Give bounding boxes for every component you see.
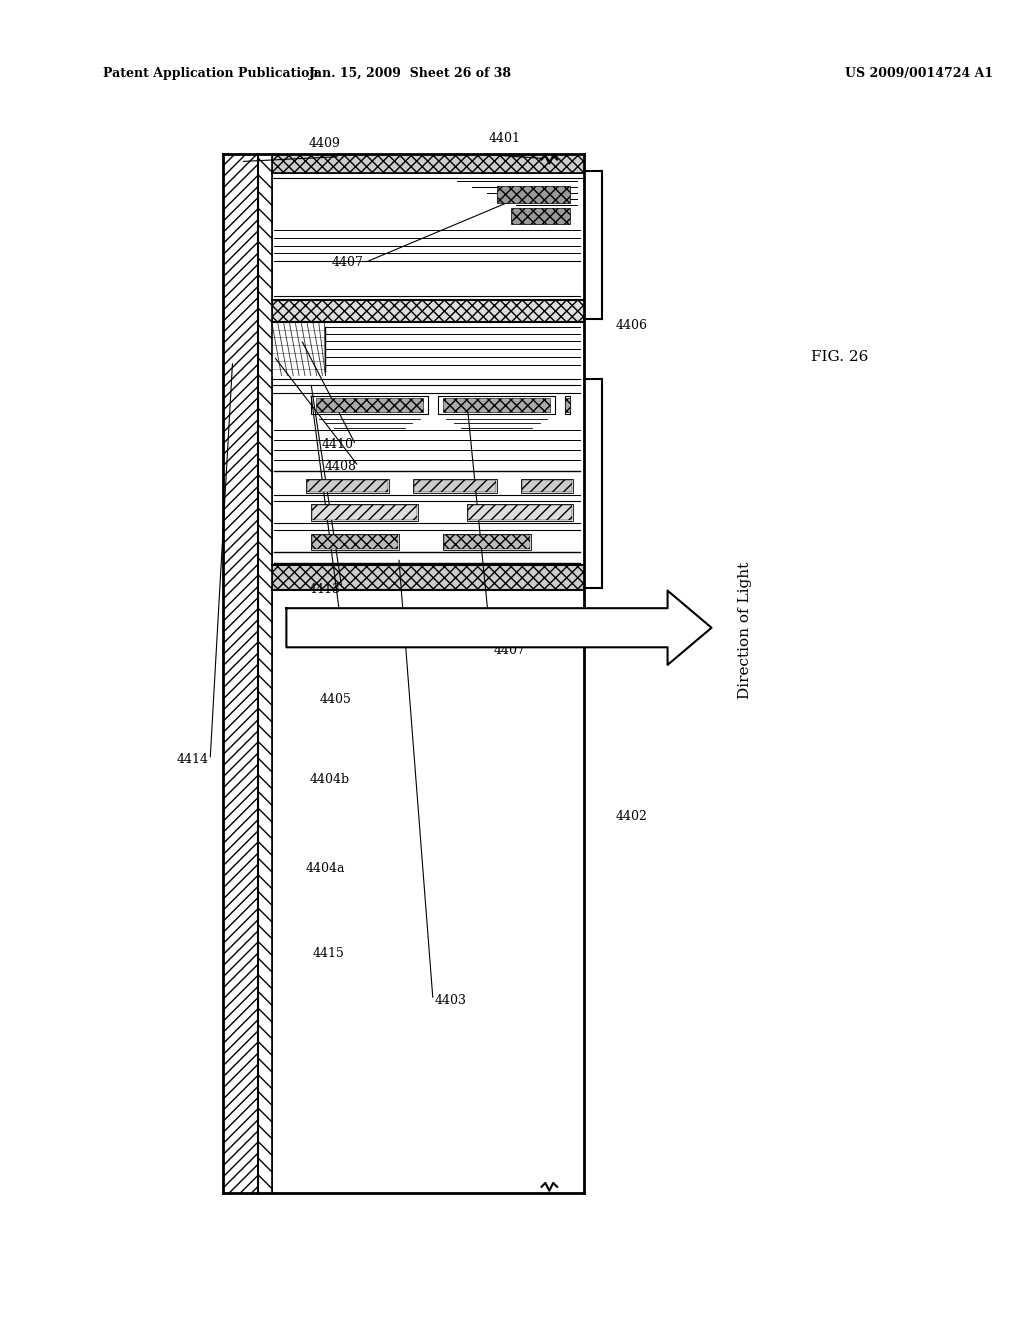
Bar (497, 186, 569, 202)
Bar (311, 535, 397, 549)
Polygon shape (287, 590, 712, 665)
Text: 4402: 4402 (615, 810, 647, 822)
Bar (467, 504, 572, 521)
Bar (307, 480, 388, 492)
Text: 4413: 4413 (308, 583, 340, 597)
Text: 4403: 4403 (435, 994, 467, 1007)
Bar (223, 153, 258, 1193)
Bar (311, 533, 398, 549)
Text: Jan. 15, 2009  Sheet 26 of 38: Jan. 15, 2009 Sheet 26 of 38 (309, 67, 512, 81)
Bar (315, 399, 423, 412)
Bar (271, 153, 585, 173)
Text: 4404a: 4404a (305, 862, 345, 875)
Bar (565, 399, 569, 412)
Bar (271, 565, 585, 590)
Bar (271, 301, 585, 322)
Bar (415, 480, 496, 492)
Bar (414, 479, 497, 492)
Text: 4410: 4410 (322, 438, 354, 451)
Text: 4406: 4406 (615, 319, 648, 333)
Bar (443, 535, 529, 549)
Bar (468, 504, 571, 520)
Bar (306, 479, 389, 492)
Text: 4415: 4415 (312, 946, 344, 960)
Text: Direction of Light: Direction of Light (737, 562, 752, 700)
Bar (442, 533, 530, 549)
Bar (271, 322, 326, 376)
Bar (311, 504, 418, 520)
Bar (522, 480, 571, 492)
Text: 4412: 4412 (308, 626, 340, 639)
Text: US 2009/0014724 A1: US 2009/0014724 A1 (846, 67, 993, 81)
Text: FIG. 26: FIG. 26 (811, 350, 868, 364)
Bar (511, 209, 569, 224)
Text: 4405: 4405 (319, 693, 352, 706)
Text: 4407: 4407 (332, 256, 364, 269)
Bar (438, 396, 555, 413)
Text: 4408: 4408 (325, 459, 356, 473)
Bar (565, 396, 569, 413)
Text: 4401: 4401 (488, 132, 520, 145)
Bar (442, 399, 550, 412)
Bar (311, 504, 419, 521)
Text: 4404b: 4404b (310, 772, 350, 785)
Bar (521, 479, 572, 492)
Text: 4407: 4407 (494, 644, 525, 657)
Bar (311, 396, 428, 413)
Text: Patent Application Publication: Patent Application Publication (102, 67, 318, 81)
Bar (258, 153, 271, 1193)
Text: 4409: 4409 (308, 137, 340, 149)
Text: 4414: 4414 (176, 754, 208, 766)
